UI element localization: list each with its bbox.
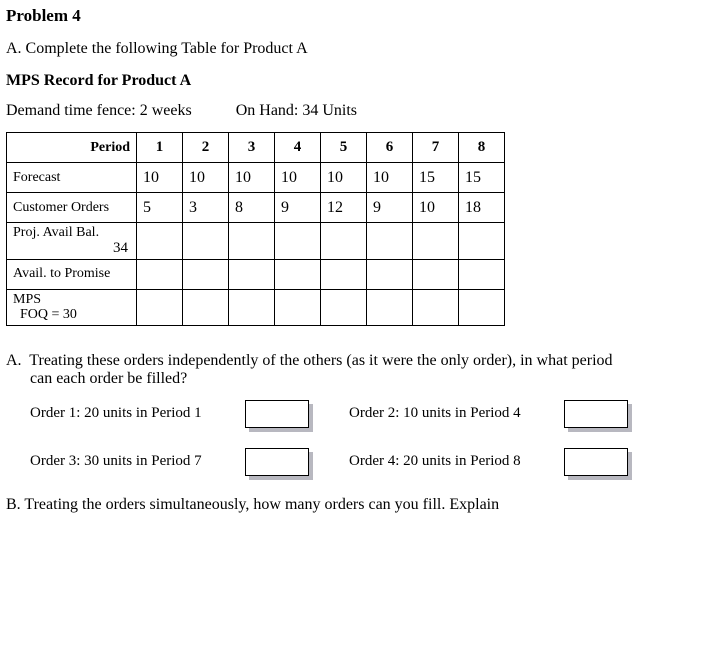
order3-label: Order 3: 30 units in Period 7 [30,453,245,470]
table-cell [367,289,413,325]
order-row-2: Order 3: 30 units in Period 7 Order 4: 2… [30,448,719,476]
table-cell [183,223,229,260]
pab-row: Proj. Avail Bal. 34 [7,223,505,260]
orders-label: Customer Orders [7,193,137,223]
table-cell [183,289,229,325]
table-cell [137,259,183,289]
table-cell [229,223,275,260]
mps-label-cell: MPS FOQ = 30 [7,289,137,325]
table-cell: 10 [137,163,183,193]
demand-fence-text: Demand time fence: 2 weeks [6,102,192,119]
question-a: A. Treating these orders independently o… [6,352,719,388]
mps-label-1: MPS [13,292,130,307]
table-cell [459,259,505,289]
part-a-intro: A. Complete the following Table for Prod… [6,40,719,58]
table-cell: 15 [413,163,459,193]
period-col: 1 [137,133,183,163]
period-col: 8 [459,133,505,163]
param-line: Demand time fence: 2 weeks On Hand: 34 U… [6,102,719,120]
table-cell: 12 [321,193,367,223]
order3-answer-box[interactable] [245,448,309,476]
table-cell [459,289,505,325]
table-cell: 9 [275,193,321,223]
order1-answer-box[interactable] [245,400,309,428]
table-cell [229,259,275,289]
period-header-row: Period 1 2 3 4 5 6 7 8 [7,133,505,163]
qa-text2: can each order be filled? [6,370,719,388]
order4-answer-box[interactable] [564,448,628,476]
table-cell: 10 [367,163,413,193]
order4-label: Order 4: 20 units in Period 8 [349,453,564,470]
order2-answer-box[interactable] [564,400,628,428]
table-cell [321,259,367,289]
table-cell [321,289,367,325]
table-cell [137,289,183,325]
table-cell: 10 [321,163,367,193]
table-cell: 15 [459,163,505,193]
pab-label: Proj. Avail Bal. [13,225,130,240]
period-col: 7 [413,133,459,163]
atp-row: Avail. to Promise [7,259,505,289]
table-cell [321,223,367,260]
table-cell: 10 [413,193,459,223]
table-cell: 9 [367,193,413,223]
problem-title: Problem 4 [6,6,719,26]
table-cell [413,259,459,289]
table-cell [367,223,413,260]
table-cell: 10 [275,163,321,193]
orders-row: Customer Orders 5 3 8 9 12 9 10 18 [7,193,505,223]
table-cell: 10 [183,163,229,193]
table-cell [413,223,459,260]
period-col: 4 [275,133,321,163]
table-cell: 5 [137,193,183,223]
table-cell [459,223,505,260]
period-col: 2 [183,133,229,163]
qa-prefix: A. [6,352,22,369]
mps-table: Period 1 2 3 4 5 6 7 8 Forecast 10 10 10… [6,132,505,326]
period-col: 6 [367,133,413,163]
atp-label: Avail. to Promise [7,259,137,289]
table-cell [229,289,275,325]
pab-label-cell: Proj. Avail Bal. 34 [7,223,137,260]
order2-label: Order 2: 10 units in Period 4 [349,405,564,422]
mps-row: MPS FOQ = 30 [7,289,505,325]
table-cell [275,223,321,260]
period-label: Period [7,133,137,163]
order1-label: Order 1: 20 units in Period 1 [30,405,245,422]
mps-label-2: FOQ = 30 [13,307,130,322]
period-col: 5 [321,133,367,163]
forecast-label: Forecast [7,163,137,193]
table-cell [183,259,229,289]
pab-start-value: 34 [13,240,130,257]
table-cell: 18 [459,193,505,223]
period-col: 3 [229,133,275,163]
table-cell [137,223,183,260]
table-cell: 8 [229,193,275,223]
table-cell [275,259,321,289]
order-row-1: Order 1: 20 units in Period 1 Order 2: 1… [30,400,719,428]
on-hand-text: On Hand: 34 Units [236,102,357,119]
forecast-row: Forecast 10 10 10 10 10 10 15 15 [7,163,505,193]
table-cell [367,259,413,289]
mps-subtitle: MPS Record for Product A [6,72,719,90]
table-cell [275,289,321,325]
qa-text1: Treating these orders independently of t… [29,352,612,369]
table-cell: 10 [229,163,275,193]
table-cell: 3 [183,193,229,223]
table-cell [413,289,459,325]
question-b: B. Treating the orders simultaneously, h… [6,496,719,514]
